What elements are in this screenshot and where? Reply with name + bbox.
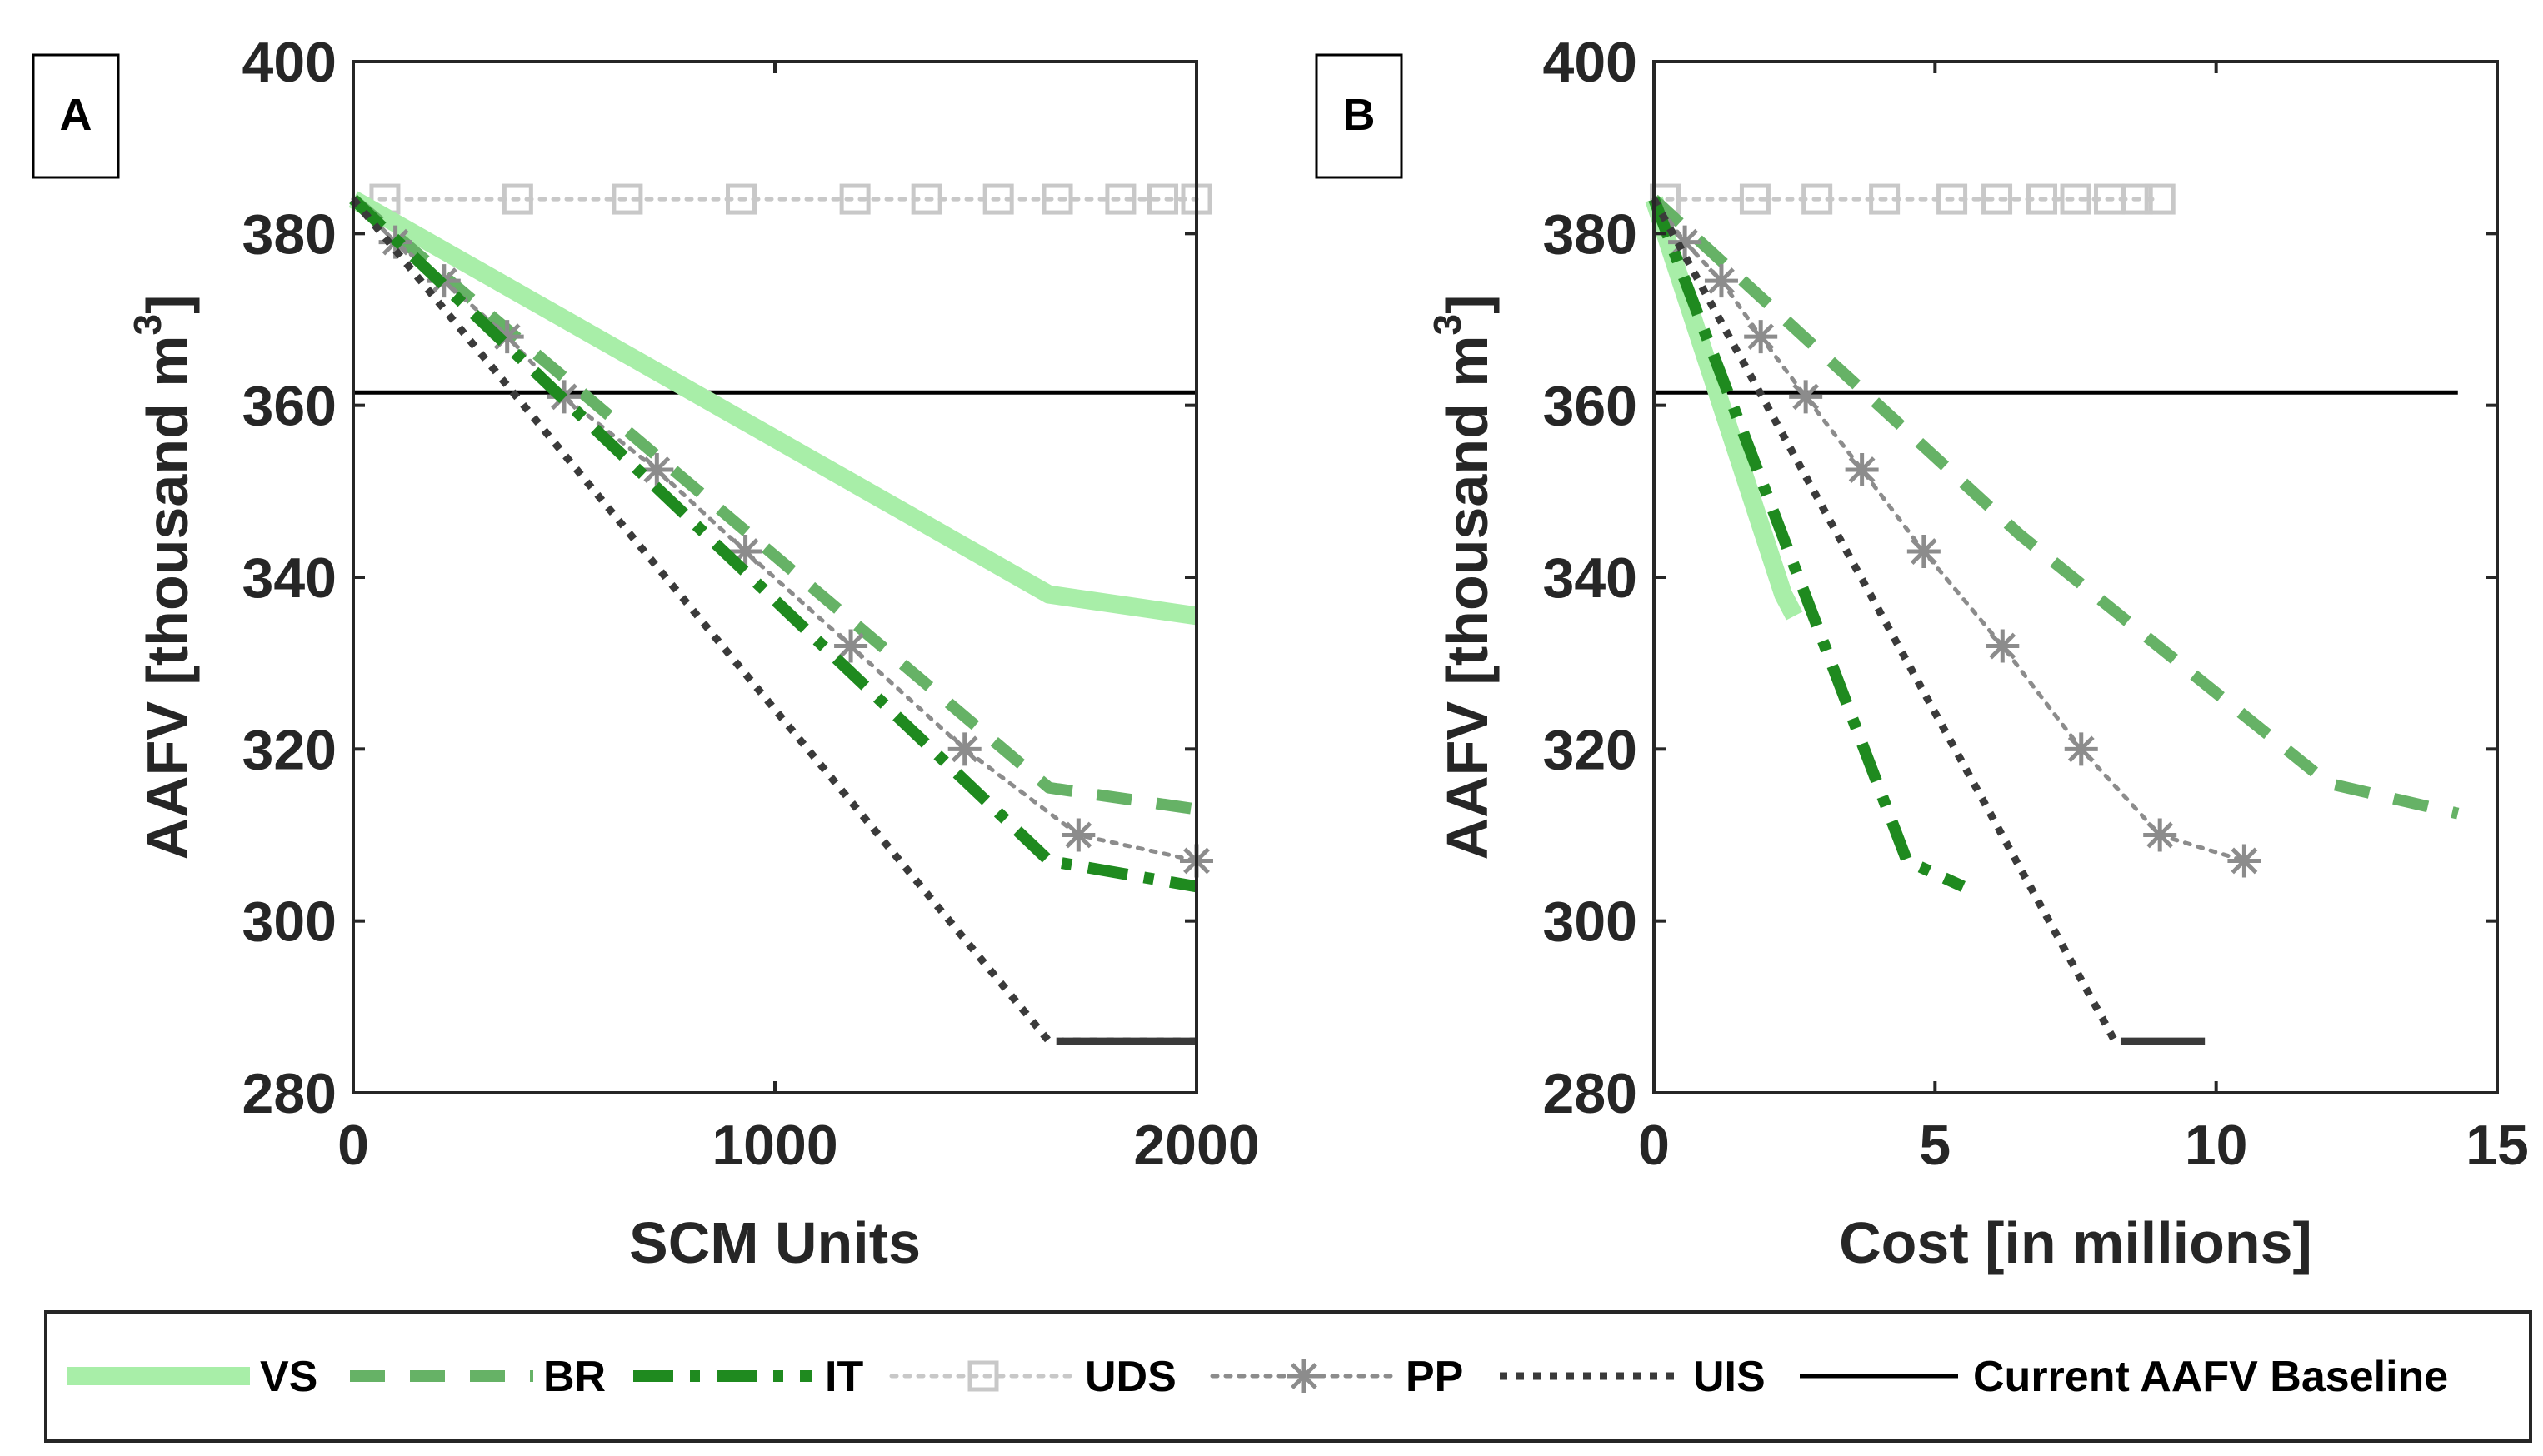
panel-a-series-uds-marker [726,183,757,215]
panel-a-series-pp-marker [834,629,868,663]
panel-a-y-axis-label-superscript: 3 [126,314,169,336]
panel-a-series-uds-marker [1042,183,1073,215]
panel-a-plot [348,183,1213,1045]
panel-a-y-tick-label: 300 [242,890,337,954]
panel-a-series-uds-marker [911,183,942,215]
panel-b-series-uds-marker [1801,183,1833,215]
panel-a-series-uds-marker [839,183,871,215]
panel-a-y-tick-label: 320 [242,718,337,781]
panel-b-series-uds-marker [1981,183,2013,215]
panel-b-x-tick-label: 5 [1919,1114,1951,1177]
legend-items: VS BR IT UDS PP UIS Current AAFV Baseline [67,1353,2448,1401]
panel-b-x-tick-label: 0 [1638,1114,1670,1177]
panel-b-y-tick-label: 360 [1543,375,1637,438]
panel-a-series-pp-marker [1062,818,1096,852]
panel-a-y-tick-label: 400 [242,31,337,94]
panel-b-series-uds-marker [1936,183,1968,215]
legend-marker-uds [967,1360,999,1392]
panel-a-y-axis-label-close: ] [135,295,200,314]
panel-b-series-pp-marker [1668,225,1702,259]
panel-a-x-tick-label: 0 [337,1114,369,1177]
legend-label-uis: UIS [1693,1353,1766,1401]
panel-b-plot [1645,183,2460,1045]
panel-b-series-pp-marker [2064,732,2098,766]
panel-b-series-pp-marker [1744,320,1778,354]
panel-b-series-vs-line [1645,196,1803,621]
panel-b-series-pp-marker [1906,535,1941,569]
panel-b-letter: B [1343,90,1376,140]
panel-b-series-uds-marker [1869,183,1901,215]
panel-a-series-uds-marker [502,183,533,215]
legend-label-vs: VS [260,1353,317,1401]
panel-a-series-pp-marker [640,453,674,487]
svg-text:AAFV [thousand m3]: AAFV [thousand m3] [126,295,200,860]
panel-b-series-pp-marker [2143,818,2177,852]
panel-b-ticks: 280 300 320 340 360 380 400 0 5 10 15 [1543,31,2529,1177]
panel-a-letter: A [60,90,92,140]
panel-a-axes-box [352,60,1198,1094]
panel-b-letter-box [1315,53,1403,179]
panel-a-series-pp-line [351,197,1199,863]
panel-a-x-axis-label: SCM Units [629,1210,921,1275]
panel-a-series-uds-marker [1105,183,1137,215]
legend-label-base: Current AAFV Baseline [1973,1353,2448,1401]
panel-b-x-tick-label: 15 [2466,1114,2529,1177]
panel-a-x-tick-label: 2000 [1133,1114,1259,1177]
panel-b-series-br-line [1650,194,2460,820]
panel-a: A 280 300 320 340 360 380 400 0 1000 2000 SCM Uni… [32,31,1260,1275]
panel-a-y-tick-label: 360 [242,375,337,438]
panel-a-series-uds-marker [982,183,1014,215]
panel-b-y-tick-label: 340 [1543,546,1637,610]
panel-a-letter-box [32,53,120,179]
legend: VS BR IT UDS PP UIS Current AAFV Baseline [44,1310,2532,1443]
panel-b-series-pp-marker [1845,453,1879,487]
legend-label-pp: PP [1406,1353,1463,1401]
panel-a-series-vs-line [348,191,1198,626]
panel-b-series-pp-line [1651,197,2246,863]
panel-b-series-pp-marker [1789,380,1823,414]
panel-a-series-pp-marker [728,535,762,569]
svg-text:AAFV [thousand m3]: AAFV [thousand m3] [1426,295,1500,860]
panel-b-y-axis-label-text: AAFV [thousand m [1435,335,1500,860]
panel-b-y-tick-label: 400 [1543,31,1637,94]
panel-a-y-tick-label: 380 [242,202,337,266]
panel-a-y-tick-label: 340 [242,546,337,610]
panel-a-series-pp-marker [947,732,982,766]
panel-b-y-tick-label: 280 [1543,1062,1637,1125]
panel-a-y-tick-label: 280 [242,1062,337,1125]
panel-a-series-it-line [349,194,1198,893]
panel-a-y-axis-label-text: AAFV [thousand m [135,335,200,860]
panel-b-series-uds-marker [2026,183,2058,215]
panel-b-series-pp-marker [1986,629,2020,663]
panel-b-y-tick-label: 380 [1543,202,1637,266]
legend-label-uds: UDS [1085,1353,1177,1401]
legend-label-it: IT [825,1353,863,1401]
panel-b-series-uds-marker [2121,183,2153,215]
panel-b-y-axis-label-close: ] [1435,295,1500,314]
legend-label-br: BR [543,1353,606,1401]
panel-a-series-br-line [349,194,1198,815]
panel-b-series-uis-line [1651,197,2119,1044]
panel-a-series-uds-marker [612,183,643,215]
panel-b-x-tick-label: 10 [2185,1114,2248,1177]
panel-b-series-uds-marker [1739,183,1771,215]
panel-b: B 280 300 320 340 360 380 400 0 5 10 15 Cost [in m… [1315,31,2529,1275]
panel-a-ticks: 280 300 320 340 360 380 400 0 1000 2000 [242,31,1260,1177]
panel-b-y-axis-label-superscript: 3 [1426,314,1469,336]
panel-b-x-axis-label: Cost [in millions] [1839,1210,2312,1275]
panel-a-series-pp-marker [490,320,524,354]
panel-a-y-axis-label: AAFV [thousand m3] [126,295,200,860]
panel-b-series-pp-marker [1704,264,1738,298]
panel-b-y-axis-label: AAFV [thousand m3] [1426,295,1500,860]
panel-b-y-tick-label: 320 [1543,718,1637,781]
panel-b-series-pp-marker [2227,844,2261,878]
panel-b-series-uds-marker [2060,183,2091,215]
panel-a-x-tick-label: 1000 [712,1114,837,1177]
panel-a-series-uds-marker [1147,183,1179,215]
panel-b-series-uds-marker [2144,183,2176,215]
legend-marker-pp [1287,1359,1321,1393]
panel-b-y-tick-label: 300 [1543,890,1637,954]
